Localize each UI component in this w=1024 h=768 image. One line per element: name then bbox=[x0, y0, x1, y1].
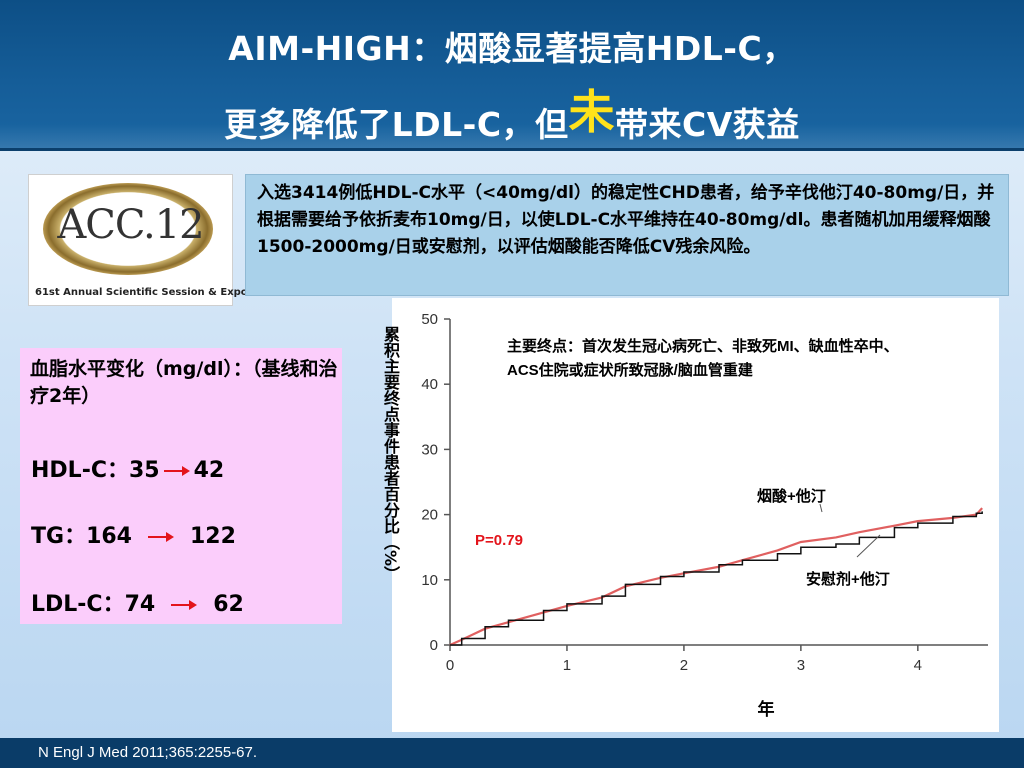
chart-panel bbox=[392, 298, 999, 732]
red-arrow-icon bbox=[148, 532, 174, 542]
lipid-row-hdl: HDL-C：35 42 bbox=[31, 452, 224, 484]
study-info-text: 入选3414例低HDL-C水平（<40mg/dl）的稳定性CHD患者，给予辛伐他… bbox=[257, 183, 995, 257]
acc12-logo: ACC.12 61st Annual Scientific Session & … bbox=[28, 174, 248, 306]
logo-subtitle: 61st Annual Scientific Session & Expo bbox=[35, 287, 248, 298]
lipid-row-label: LDL-C：74 bbox=[31, 592, 156, 617]
logo-text: ACC.12 bbox=[57, 202, 204, 248]
footer-bar: N Engl J Med 2011;365:2255-67. bbox=[0, 738, 1024, 768]
lipid-row-label: HDL-C：35 bbox=[31, 458, 160, 483]
red-arrow-icon bbox=[171, 600, 198, 610]
title-banner: AIM-HIGH：烟酸显著提高HDL-C， 更多降低了LDL-C，但未带来CV获… bbox=[0, 0, 1024, 151]
study-info-box: 入选3414例低HDL-C水平（<40mg/dl）的稳定性CHD患者，给予辛伐他… bbox=[245, 174, 1009, 296]
logo-ring bbox=[43, 183, 213, 275]
chart-y-axis-label: 累积主要终点事件患者百分比（%） bbox=[381, 326, 400, 583]
lipid-change-box: 血脂水平变化（mg/dl）：（基线和治疗2年） HDL-C：35 42 TG：16… bbox=[20, 348, 342, 624]
lipid-row-tg: TG：164 122 bbox=[31, 518, 236, 550]
lipid-row-label: TG：164 bbox=[31, 524, 132, 549]
lipid-row-value: 42 bbox=[193, 458, 225, 483]
slide-title-line2: 更多降低了LDL-C，但未带来CV获益 bbox=[0, 84, 1024, 150]
title-emphasis: 未 bbox=[568, 85, 616, 139]
lipid-header: 血脂水平变化（mg/dl）：（基线和治疗2年） bbox=[30, 358, 338, 407]
title-line2-end: 带来CV获益 bbox=[615, 105, 800, 144]
citation: N Engl J Med 2011;365:2255-67. bbox=[38, 744, 258, 761]
lipid-row-value: 122 bbox=[190, 524, 236, 549]
lipid-row-value: 62 bbox=[213, 592, 244, 617]
title-line2-start: 更多降低了LDL-C，但 bbox=[224, 105, 569, 144]
slide-title-line1: AIM-HIGH：烟酸显著提高HDL-C， bbox=[228, 29, 796, 68]
lipid-row-ldl: LDL-C：74 62 bbox=[31, 586, 244, 618]
red-arrow-icon bbox=[163, 466, 190, 476]
